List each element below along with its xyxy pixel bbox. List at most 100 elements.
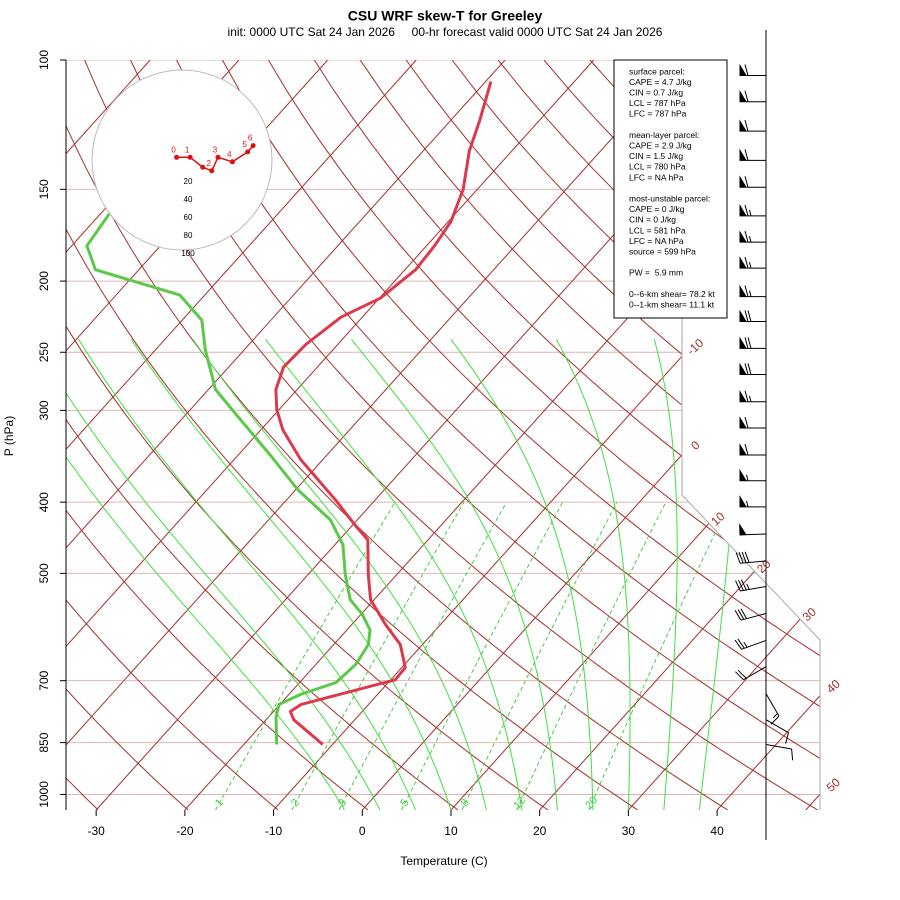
wind-barb: [739, 119, 766, 132]
parcel-info-line: LCL = 787 hPa: [629, 98, 686, 108]
hodograph-point: [209, 168, 215, 174]
parcel-info-line: LFC = NA hPa: [629, 172, 684, 182]
hodograph-point: [174, 154, 180, 160]
isotherm: [628, 60, 820, 810]
wind-barb: [735, 666, 767, 681]
mixing-ratio-label: 3: [336, 797, 349, 809]
dry-adiabat: [66, 60, 369, 810]
parcel-info-line: CIN = 0 J/kg: [629, 215, 676, 225]
mixing-ratio-line: [215, 501, 396, 810]
parcel-info-box: [613, 59, 728, 319]
parcel-info-line: LCL = 581 hPa: [629, 225, 686, 235]
mixing-ratio-label: 12: [511, 794, 528, 811]
mixing-ratio-line: [338, 501, 507, 810]
hodograph-ring-label: 60: [184, 213, 193, 222]
y-tick-label: 250: [37, 342, 51, 362]
moist-adiabat: [351, 338, 558, 810]
parcel-info-line: surface parcel:: [629, 66, 685, 76]
parcel-info-line: CAPE = 4.7 J/kg: [629, 77, 692, 87]
dry-adiabat: [84, 60, 818, 810]
isotherm-label: 50: [824, 775, 844, 795]
hodograph-point: [187, 154, 193, 160]
isotherm-label: -10: [684, 336, 706, 358]
hodograph-label: 1: [185, 145, 190, 154]
y-tick-label: 300: [37, 400, 51, 420]
moist-adiabat: [653, 339, 678, 810]
mixing-ratio-line: [516, 501, 667, 810]
wind-barb: [739, 256, 766, 269]
y-tick-label: 100: [37, 50, 51, 70]
x-tick-label: -20: [176, 824, 194, 838]
x-tick-label: 30: [622, 824, 636, 838]
x-tick-label: -10: [265, 824, 283, 838]
isotherm: [539, 60, 820, 810]
dry-adiabat: [773, 60, 820, 810]
dry-adiabat: [66, 60, 189, 810]
hodograph-ring-label: 40: [184, 195, 193, 204]
parcel-info-line: CIN = 1.5 J/kg: [629, 151, 683, 161]
parcel-info-line: 0--6-km shear= 78.2 kt: [629, 289, 715, 299]
isotherm: [66, 60, 506, 810]
x-tick-label: 0: [359, 824, 366, 838]
moist-adiabat: [265, 338, 523, 810]
chart-subtitle: init: 0000 UTC Sat 24 Jan 2026 00-hr for…: [228, 25, 663, 39]
dry-adiabat: [66, 60, 279, 810]
mixing-ratio-line: [291, 501, 465, 810]
parcel-info-line: PW = 5.9 mm: [629, 268, 683, 278]
dry-adiabat: [66, 60, 639, 810]
wind-barb: [739, 230, 766, 243]
hodograph-point: [245, 149, 251, 155]
wind-barb: [734, 638, 767, 650]
dry-adiabat: [66, 60, 459, 810]
sounding-line: [85, 213, 372, 745]
wind-barb: [765, 719, 790, 744]
isotherm: [66, 60, 595, 810]
wind-barb: [739, 175, 766, 188]
isotherm: [716, 60, 820, 810]
dry-adiabat: [130, 60, 820, 810]
y-tick-label: 150: [37, 179, 51, 199]
x-tick-label: -30: [87, 824, 105, 838]
isotherm-label: 40: [824, 677, 844, 697]
mixing-ratio-label: 2: [289, 797, 302, 809]
wind-barb: [739, 309, 766, 322]
wind-barb: [739, 204, 766, 217]
dry-adiabat: [727, 60, 820, 810]
wind-barb: [739, 389, 766, 403]
moist-adiabat: [130, 338, 452, 810]
x-tick-label: 20: [533, 824, 547, 838]
plot-area: [66, 60, 820, 810]
hodograph-point: [250, 143, 256, 149]
moist-adiabat: [555, 338, 631, 810]
hodograph-label: 6: [248, 134, 253, 143]
hodograph-point: [215, 154, 221, 160]
hodograph-label: 4: [227, 150, 232, 159]
wind-barb: [739, 89, 766, 103]
hodograph-label: 3: [213, 145, 218, 154]
wind-barb: [739, 443, 766, 456]
x-tick-label: 10: [444, 824, 458, 838]
mixing-ratio-label: 5: [398, 797, 411, 809]
hodograph-point: [229, 159, 235, 165]
x-axis-label: Temperature (C): [400, 854, 487, 868]
y-tick-label: 1000: [37, 781, 51, 808]
isotherm: [66, 60, 417, 810]
hodograph-trace: [176, 145, 254, 172]
parcel-info-line: LCL = 780 hPa: [629, 162, 686, 172]
dry-adiabat: [819, 60, 820, 810]
chart-title: CSU WRF skew-T for Greeley: [348, 8, 543, 24]
sounding-line: [274, 81, 493, 746]
isotherm-label: 20: [754, 557, 774, 577]
y-tick-label: 850: [37, 732, 51, 752]
isotherm: [66, 60, 683, 810]
mixing-ratio-line: [588, 501, 731, 810]
wind-barb: [739, 523, 767, 536]
parcel-info-line: LFC = 787 hPa: [629, 109, 687, 119]
parcel-info-line: mean-layer parcel:: [629, 130, 699, 140]
moist-adiabat: [450, 338, 594, 810]
parcel-info-line: CIN = 0.7 J/kg: [629, 87, 683, 97]
wind-barb: [739, 284, 766, 298]
dry-adiabat: [221, 60, 820, 810]
y-tick-label: 400: [37, 492, 51, 512]
